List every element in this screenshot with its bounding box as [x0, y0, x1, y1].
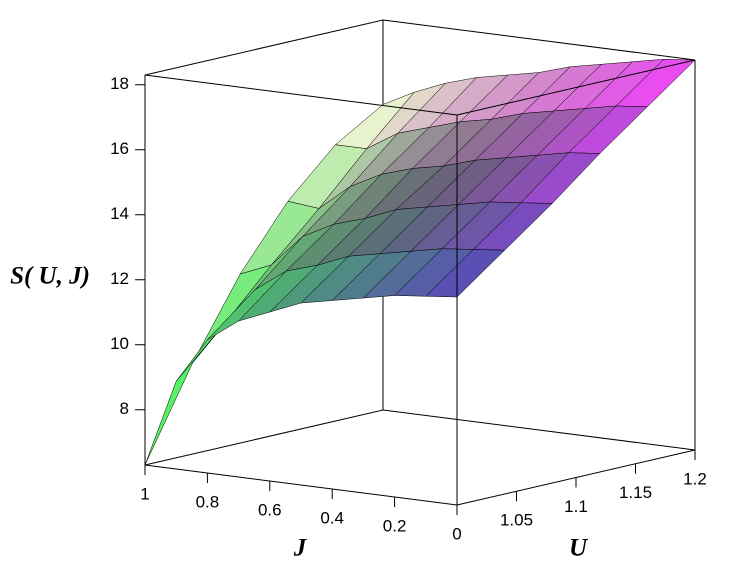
u-axis-label: U [569, 535, 589, 562]
j-tick-label: 0.8 [196, 492, 220, 511]
j-tick-label: 1 [140, 484, 149, 503]
box-edge [456, 59, 696, 116]
j-axis-label: J [293, 535, 308, 562]
z-tick-label: 8 [120, 399, 129, 418]
surface [144, 58, 696, 466]
z-tick-label: 16 [110, 139, 129, 158]
j-tick-label: 0 [452, 524, 461, 543]
surface-patch [425, 249, 506, 298]
surface-patch [144, 324, 224, 466]
box-edge [382, 19, 696, 61]
box-edge [144, 464, 458, 506]
z-tick-label: 14 [110, 204, 129, 223]
j-tick-label: 0.2 [383, 516, 407, 535]
box-front: 8 10 12 14 16 18 1 0.8 0.6 0.4 0.2 0 1.05 1.1 1.15 1.2 [110, 59, 707, 543]
j-tick-label: 0.4 [320, 508, 344, 527]
u-tick-label: 1.15 [619, 483, 652, 502]
u-tick-label: 1.05 [500, 511, 533, 530]
j-tick-label: 0.6 [258, 500, 282, 519]
box-edge [144, 409, 384, 466]
u-tick-label: 1.2 [683, 469, 707, 488]
box-edge [382, 409, 696, 451]
z-tick-label: 18 [110, 74, 129, 93]
box-edge [144, 19, 384, 76]
z-axis-label: S( U, J) [10, 263, 90, 290]
z-tick-label: 10 [110, 334, 129, 353]
u-tick-label: 1.1 [564, 497, 588, 516]
z-tick-label: 12 [110, 269, 129, 288]
box-edge [144, 74, 458, 116]
